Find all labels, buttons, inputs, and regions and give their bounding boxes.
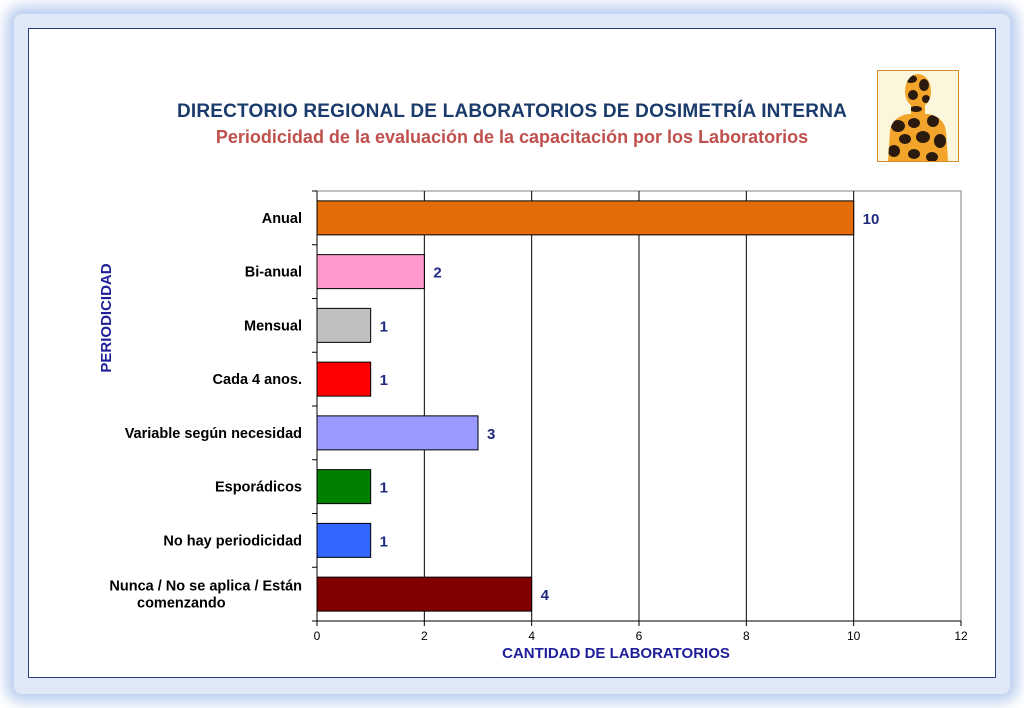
bar[interactable] bbox=[316, 200, 855, 236]
human-silhouette-icon bbox=[877, 70, 959, 162]
bar[interactable] bbox=[316, 469, 372, 505]
y-tick-label: No hay periodicidad bbox=[163, 533, 302, 549]
data-label: 1 bbox=[380, 372, 388, 389]
x-tick-label: 8 bbox=[743, 629, 750, 643]
data-label: 4 bbox=[541, 587, 550, 604]
data-label: 1 bbox=[380, 318, 388, 335]
x-tick-label: 6 bbox=[636, 629, 643, 643]
bar[interactable] bbox=[316, 361, 372, 397]
bar[interactable] bbox=[316, 522, 372, 558]
data-label: 10 bbox=[863, 211, 880, 228]
data-label: 1 bbox=[380, 480, 388, 497]
chart-title: DIRECTORIO REGIONAL DE LABORATORIOS DE D… bbox=[176, 101, 848, 122]
x-tick-label: 10 bbox=[847, 629, 861, 643]
y-tick-label: Anual bbox=[262, 211, 302, 227]
x-tick-label: 0 bbox=[314, 629, 321, 643]
y-tick-label: Cada 4 anos. bbox=[213, 372, 302, 388]
y-axis-title: PERIODICIDAD bbox=[98, 263, 115, 372]
bar[interactable] bbox=[316, 576, 533, 612]
data-label: 3 bbox=[487, 426, 495, 443]
data-label: 1 bbox=[380, 533, 388, 550]
x-tick-label: 12 bbox=[954, 629, 968, 643]
chart-subtitle: Periodicidad de la evaluación de la capa… bbox=[215, 127, 809, 147]
x-tick-label: 2 bbox=[421, 629, 428, 643]
bar[interactable] bbox=[316, 415, 479, 451]
bar[interactable] bbox=[316, 307, 372, 343]
y-tick-label: Mensual bbox=[244, 318, 302, 334]
y-tick-label: Esporádicos bbox=[215, 480, 302, 496]
y-tick-label: Bi-anual bbox=[245, 265, 302, 281]
x-axis-title: CANTIDAD DE LABORATORIOS bbox=[502, 645, 730, 662]
x-tick-label: 4 bbox=[528, 629, 535, 643]
data-label: 2 bbox=[433, 265, 441, 282]
y-tick-label: Variable según necesidad bbox=[125, 426, 302, 442]
bar[interactable] bbox=[316, 254, 425, 290]
y-tick-label: Nunca / No se aplica / Están comenzando bbox=[109, 579, 302, 612]
